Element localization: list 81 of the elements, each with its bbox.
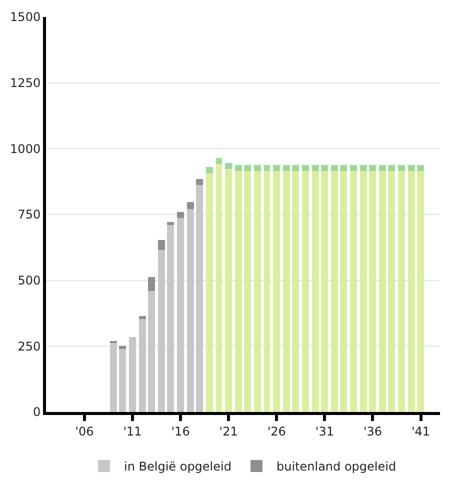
x-tick-label: '16 (171, 424, 190, 438)
bar (177, 212, 184, 218)
bar (264, 165, 270, 171)
bar (206, 173, 213, 412)
bar (110, 343, 117, 412)
y-tick-label: 0 (32, 405, 41, 420)
bar (388, 165, 395, 171)
bar (216, 164, 222, 412)
x-tick-label: '31 (315, 424, 334, 438)
y-tick-label: 1250 (10, 76, 41, 90)
bar (350, 165, 357, 171)
bar (302, 165, 309, 171)
bar (244, 171, 251, 412)
bar (148, 291, 155, 412)
bar (408, 165, 415, 171)
bar (350, 171, 357, 412)
bar (254, 165, 261, 171)
bar (398, 165, 405, 171)
bar (158, 250, 165, 412)
bar (302, 171, 309, 412)
bar (312, 165, 319, 171)
bar (292, 165, 299, 171)
bar (360, 165, 367, 171)
bar (264, 171, 270, 412)
x-tick-label: '21 (219, 424, 238, 438)
bar (273, 165, 280, 171)
bar (225, 169, 232, 412)
bar (254, 171, 261, 412)
bar (312, 171, 319, 412)
bar (417, 171, 424, 412)
bar (388, 171, 395, 412)
y-tick-label: 1000 (10, 142, 41, 156)
x-tick-label: '11 (123, 424, 142, 438)
bar (187, 209, 194, 412)
bar (167, 222, 174, 225)
bar (283, 165, 290, 171)
bar (379, 171, 386, 412)
bar (206, 167, 213, 173)
bar (235, 171, 242, 412)
bar (225, 163, 232, 169)
legend-label: buitenland opgeleid (276, 460, 396, 474)
bar (139, 319, 146, 412)
x-tick-label: '26 (267, 424, 286, 438)
bar (331, 165, 338, 171)
bar (167, 225, 174, 412)
bar (187, 202, 194, 209)
y-tick-label: 1500 (10, 10, 41, 24)
bar (177, 218, 184, 412)
bar (216, 158, 222, 164)
x-tick-label: '41 (411, 424, 430, 438)
bar (244, 165, 251, 171)
bar (340, 165, 347, 171)
bar (321, 171, 328, 412)
x-tick-label: '06 (75, 424, 94, 438)
bar (148, 277, 155, 291)
bar (340, 171, 347, 412)
y-tick-label: 500 (18, 274, 41, 288)
legend-label: in België opgeleid (124, 460, 232, 474)
bar (321, 165, 328, 171)
bar (235, 165, 242, 171)
bar (398, 171, 405, 412)
bar (408, 171, 415, 412)
bar (292, 171, 299, 412)
bar (417, 165, 424, 171)
bar (129, 337, 136, 412)
bar (331, 171, 338, 412)
bar (196, 185, 203, 412)
bar (119, 346, 126, 349)
bar (369, 165, 376, 171)
bar (379, 165, 386, 171)
bar (283, 171, 290, 412)
bar (196, 179, 203, 185)
bar (119, 349, 126, 412)
bar (139, 316, 146, 319)
bar (369, 171, 376, 412)
y-tick-label: 750 (18, 208, 41, 222)
x-tick-label: '36 (363, 424, 382, 438)
bar (360, 171, 367, 412)
bar (158, 240, 165, 250)
y-tick-label: 250 (18, 339, 41, 354)
bar (273, 171, 280, 412)
